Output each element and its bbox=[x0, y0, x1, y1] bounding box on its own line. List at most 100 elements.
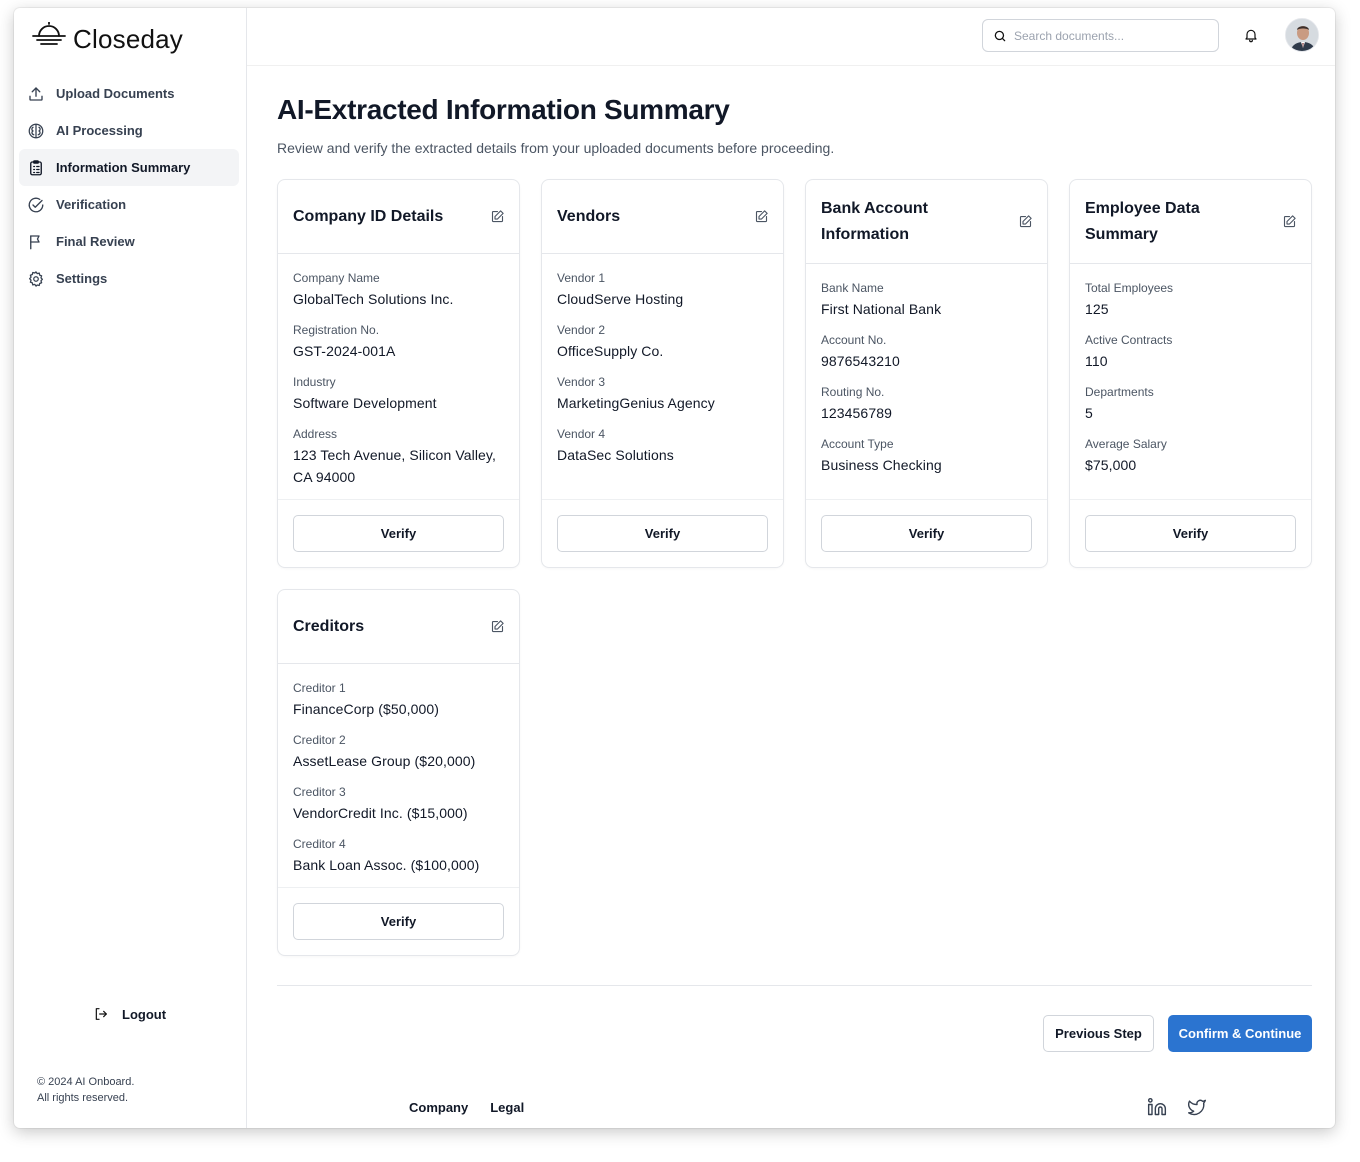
edit-icon[interactable] bbox=[754, 209, 769, 224]
card-header: Bank Account Information bbox=[806, 180, 1047, 264]
field-account-type: Account Type Business Checking bbox=[821, 436, 1032, 476]
sidebar-item-label: Final Review bbox=[56, 234, 135, 249]
field-label: Vendor 4 bbox=[557, 427, 606, 441]
previous-step-button[interactable]: Previous Step bbox=[1043, 1015, 1154, 1052]
sidebar-item-label: AI Processing bbox=[56, 123, 143, 138]
field-value: 123456789 bbox=[821, 405, 892, 421]
field-value: Business Checking bbox=[821, 457, 942, 473]
sidebar-item-verification[interactable]: Verification bbox=[19, 186, 239, 223]
field-vendor-4: Vendor 4 DataSec Solutions bbox=[557, 426, 768, 466]
field-label: Vendor 3 bbox=[557, 375, 606, 389]
search-input[interactable] bbox=[1014, 28, 1204, 43]
sidebar-item-final-review[interactable]: Final Review bbox=[19, 223, 239, 260]
field-value: OfficeSupply Co. bbox=[557, 343, 664, 359]
footer-link-company[interactable]: Company bbox=[409, 1100, 469, 1115]
field-label: Average Salary bbox=[1085, 437, 1167, 451]
sidebar-item-information-summary[interactable]: Information Summary bbox=[19, 149, 239, 186]
card-body: Creditor 1 FinanceCorp ($50,000) Credito… bbox=[278, 664, 519, 876]
vendors-card: Vendors Vendor 1 CloudServe Hosting Vend… bbox=[541, 179, 784, 568]
edit-icon[interactable] bbox=[1018, 214, 1033, 229]
main-content: AI-Extracted Information Summary Review … bbox=[247, 8, 1335, 1128]
check-circle-icon bbox=[27, 196, 45, 214]
sun-horizon-logo-icon bbox=[31, 21, 67, 57]
card-title: Vendors bbox=[557, 207, 621, 225]
edit-icon[interactable] bbox=[1282, 214, 1297, 229]
verify-button[interactable]: Verify bbox=[557, 515, 768, 552]
card-footer: Verify bbox=[278, 499, 519, 567]
brain-icon bbox=[27, 122, 45, 140]
card-title: Employee Data Summary bbox=[1085, 199, 1200, 243]
brand[interactable]: Closeday bbox=[31, 21, 183, 57]
field-average-salary: Average Salary $75,000 bbox=[1085, 436, 1296, 476]
sidebar-item-label: Settings bbox=[56, 271, 108, 286]
field-value: 110 bbox=[1085, 353, 1108, 369]
field-label: Account No. bbox=[821, 333, 887, 347]
edit-icon[interactable] bbox=[490, 209, 505, 224]
card-body: Total Employees 125 Active Contracts 110… bbox=[1070, 264, 1311, 476]
field-value: DataSec Solutions bbox=[557, 447, 674, 463]
card-header: Company ID Details bbox=[278, 180, 519, 254]
user-avatar[interactable] bbox=[1285, 18, 1319, 52]
search-box[interactable] bbox=[982, 19, 1219, 52]
twitter-icon[interactable] bbox=[1187, 1097, 1207, 1117]
page-title: AI-Extracted Information Summary bbox=[277, 94, 730, 125]
logout-button[interactable]: Logout bbox=[93, 1006, 166, 1022]
field-label: Industry bbox=[293, 375, 336, 389]
app-window: Closeday Upload Documents AI Processing … bbox=[14, 8, 1335, 1128]
card-header: Vendors bbox=[542, 180, 783, 254]
sidebar-nav: Upload Documents AI Processing Informati… bbox=[19, 75, 239, 297]
sidebar-item-upload-documents[interactable]: Upload Documents bbox=[19, 75, 239, 112]
field-bank-name: Bank Name First National Bank bbox=[821, 280, 1032, 320]
field-value: VendorCredit Inc. ($15,000) bbox=[293, 805, 468, 821]
card-footer: Verify bbox=[278, 887, 519, 955]
card-header: Creditors bbox=[278, 590, 519, 664]
confirm-continue-button[interactable]: Confirm & Continue bbox=[1168, 1015, 1312, 1052]
field-vendor-2: Vendor 2 OfficeSupply Co. bbox=[557, 322, 768, 362]
field-creditor-2: Creditor 2 AssetLease Group ($20,000) bbox=[293, 732, 504, 772]
field-value: CloudServe Hosting bbox=[557, 291, 684, 307]
upload-icon bbox=[27, 85, 45, 103]
field-label: Address bbox=[293, 427, 338, 441]
verify-button[interactable]: Verify bbox=[293, 515, 504, 552]
edit-icon[interactable] bbox=[490, 619, 505, 634]
linkedin-icon[interactable] bbox=[1147, 1097, 1167, 1117]
field-departments: Departments 5 bbox=[1085, 384, 1296, 424]
field-creditor-4: Creditor 4 Bank Loan Assoc. ($100,000) bbox=[293, 836, 504, 876]
verify-button[interactable]: Verify bbox=[293, 903, 504, 940]
field-account-no: Account No. 9876543210 bbox=[821, 332, 1032, 372]
sidebar-item-label: Upload Documents bbox=[56, 86, 175, 101]
clipboard-list-icon bbox=[27, 159, 45, 177]
field-routing-no: Routing No. 123456789 bbox=[821, 384, 1032, 424]
card-body: Vendor 1 CloudServe Hosting Vendor 2 Off… bbox=[542, 254, 783, 466]
field-value: 123 Tech Avenue, Silicon Valley, CA 9400… bbox=[293, 447, 496, 485]
footer-link-legal[interactable]: Legal bbox=[490, 1100, 525, 1115]
field-registration-no: Registration No. GST-2024-001A bbox=[293, 322, 504, 362]
sidebar-item-settings[interactable]: Settings bbox=[19, 260, 239, 297]
sidebar-item-ai-processing[interactable]: AI Processing bbox=[19, 112, 239, 149]
card-title: Creditors bbox=[293, 617, 365, 635]
card-footer: Verify bbox=[542, 499, 783, 567]
creditors-card: Creditors Creditor 1 FinanceCorp ($50,00… bbox=[277, 589, 520, 956]
field-creditor-1: Creditor 1 FinanceCorp ($50,000) bbox=[293, 680, 504, 720]
field-value: FinanceCorp ($50,000) bbox=[293, 701, 440, 717]
field-label: Creditor 2 bbox=[293, 733, 346, 747]
bell-icon[interactable] bbox=[1243, 27, 1259, 43]
search-icon bbox=[994, 30, 1006, 41]
field-label: Vendor 2 bbox=[557, 323, 606, 337]
divider bbox=[277, 985, 1312, 986]
field-value: Software Development bbox=[293, 395, 437, 411]
card-body: Bank Name First National Bank Account No… bbox=[806, 264, 1047, 476]
field-active-contracts: Active Contracts 110 bbox=[1085, 332, 1296, 372]
sidebar-item-label: Information Summary bbox=[56, 160, 191, 175]
logout-icon bbox=[95, 1008, 107, 1020]
field-company-name: Company Name GlobalTech Solutions Inc. bbox=[293, 270, 504, 310]
card-footer: Verify bbox=[1070, 499, 1311, 567]
verify-button[interactable]: Verify bbox=[821, 515, 1032, 552]
verify-button[interactable]: Verify bbox=[1085, 515, 1296, 552]
field-value: $75,000 bbox=[1085, 457, 1137, 473]
field-value: Bank Loan Assoc. ($100,000) bbox=[293, 857, 480, 873]
field-value: GST-2024-001A bbox=[293, 343, 396, 359]
copyright-line-2: All rights reserved. bbox=[37, 1092, 129, 1104]
field-creditor-3: Creditor 3 VendorCredit Inc. ($15,000) bbox=[293, 784, 504, 824]
field-label: Creditor 4 bbox=[293, 837, 346, 851]
